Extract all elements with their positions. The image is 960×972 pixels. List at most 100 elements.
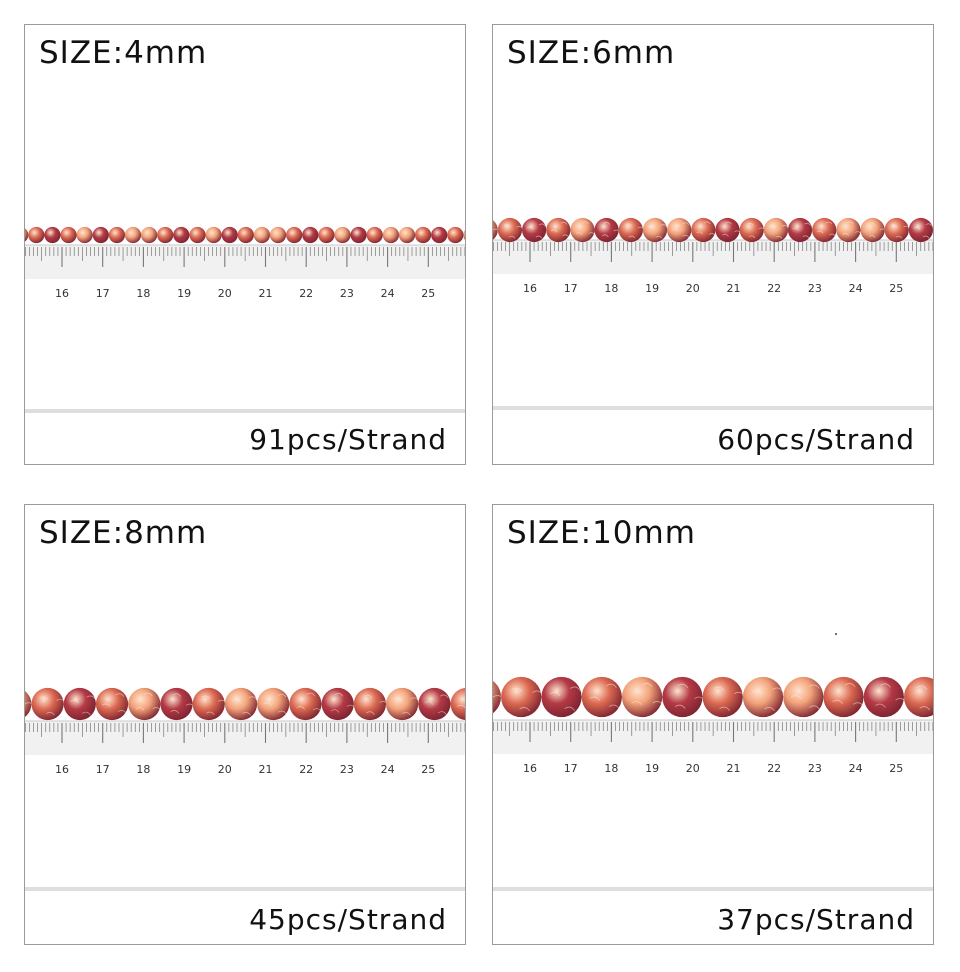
ruler: 5161718192021222324252 <box>25 720 467 776</box>
ruler-tick-label: 16 <box>55 287 69 300</box>
bead-crackle <box>81 711 91 716</box>
bead-crackle <box>575 232 583 236</box>
bead <box>25 228 29 242</box>
bead-crackle <box>508 235 516 239</box>
bead-crackle <box>895 235 903 239</box>
bead <box>493 680 501 714</box>
bead <box>863 676 904 718</box>
ruler-tick-label: 17 <box>564 762 578 775</box>
bead <box>189 226 206 244</box>
bead <box>715 217 740 243</box>
bead-crackle <box>503 224 511 228</box>
bead-crackle <box>625 223 632 227</box>
base-line <box>493 406 933 410</box>
bead <box>289 687 322 721</box>
ruler-tick-label: 23 <box>340 763 354 776</box>
ruler-tick-label: 25 <box>421 763 435 776</box>
bead-crackle <box>781 224 789 228</box>
count-label: 60pcs/Strand <box>717 423 915 456</box>
bead <box>334 226 351 244</box>
bead <box>269 226 287 244</box>
bead-crackle <box>588 232 596 236</box>
ruler: 5161718192021222324252 <box>493 719 935 775</box>
bead-crackle <box>70 699 79 704</box>
ruler-tick-label: 19 <box>645 762 659 775</box>
bead <box>386 687 419 721</box>
ruler-tick-label: 21 <box>727 282 741 295</box>
bead <box>253 226 270 244</box>
count-label: 37pcs/Strand <box>717 903 915 936</box>
ruler-tick-label: 24 <box>381 287 395 300</box>
bead-crackle <box>115 693 125 697</box>
ruler-tick-label: 21 <box>259 763 273 776</box>
bead <box>353 687 386 721</box>
bead-crackle <box>334 693 344 697</box>
bead <box>382 226 399 244</box>
ruler-tick-label: 25 <box>889 282 903 295</box>
ruler-tick-label: 19 <box>645 282 659 295</box>
bead-crackle <box>913 226 921 230</box>
ruler-tick-label: 17 <box>96 287 110 300</box>
panel-6mm: SIZE:6mm 5161718192021222324252 60pcs/St… <box>492 24 934 465</box>
ruler: 5161718192021222324252 <box>25 244 465 300</box>
bead-crackle <box>832 699 843 705</box>
ruler-tick-label: 19 <box>177 763 191 776</box>
bead <box>450 687 465 721</box>
bead-crackle <box>393 697 403 702</box>
ruler-tick-label: 22 <box>767 282 781 295</box>
bead <box>418 687 451 721</box>
bead-crackle <box>922 235 930 239</box>
bead-crackle <box>602 234 609 238</box>
bead-crackle <box>868 235 876 238</box>
bead-crackle <box>660 224 668 227</box>
bead-crackle <box>682 222 690 226</box>
ruler-tick-label: 23 <box>808 282 822 295</box>
bead-crackle <box>722 233 729 237</box>
bead-crackle <box>144 692 153 697</box>
bead <box>763 217 788 243</box>
ruler-tick-label: 16 <box>523 282 537 295</box>
bead-crackle <box>277 693 287 698</box>
bead-crackle <box>775 235 783 239</box>
bead-crackle <box>560 221 568 225</box>
ruler-tick-label: 16 <box>523 762 537 775</box>
ruler-tick-label: 2 <box>466 763 467 776</box>
bead-crackle <box>816 230 824 234</box>
bead-crackle <box>402 712 411 716</box>
bead-crackle <box>582 221 589 225</box>
bead-crackle <box>655 235 663 239</box>
bead-crackle <box>152 707 162 711</box>
bead <box>570 217 595 243</box>
bead <box>522 217 547 243</box>
bead-crackle <box>102 703 111 708</box>
bead-crackle <box>748 235 756 239</box>
ruler-tick-label: 2 <box>934 762 935 775</box>
bead-crackle <box>916 685 928 690</box>
ruler-tick-label: 17 <box>96 763 110 776</box>
bead-crackle <box>231 698 241 703</box>
panel-10mm: SIZE:10mm 5161718192021222324252 37pcs/S… <box>492 504 934 945</box>
bead <box>205 226 222 244</box>
ruler-tick-label: 22 <box>767 762 781 775</box>
bead <box>173 226 190 244</box>
bead <box>237 226 254 244</box>
bead-crackle <box>606 683 617 689</box>
bead-crackle <box>172 693 182 697</box>
bead <box>501 676 542 718</box>
bead-crackle <box>751 690 763 695</box>
bead-strand <box>493 676 933 718</box>
bead <box>160 687 193 721</box>
bead-crackle <box>804 222 811 226</box>
bead-crackle <box>549 691 561 697</box>
bead-crackle <box>842 233 850 236</box>
bead <box>25 691 32 717</box>
bead-crackle <box>772 687 783 692</box>
bead <box>221 226 238 244</box>
bead <box>541 676 582 718</box>
bead <box>908 217 933 243</box>
bead-crackle <box>363 694 373 699</box>
bead-crackle <box>919 706 931 711</box>
bead <box>739 217 764 243</box>
ruler-tick-label: 20 <box>686 282 700 295</box>
bead <box>108 226 125 244</box>
